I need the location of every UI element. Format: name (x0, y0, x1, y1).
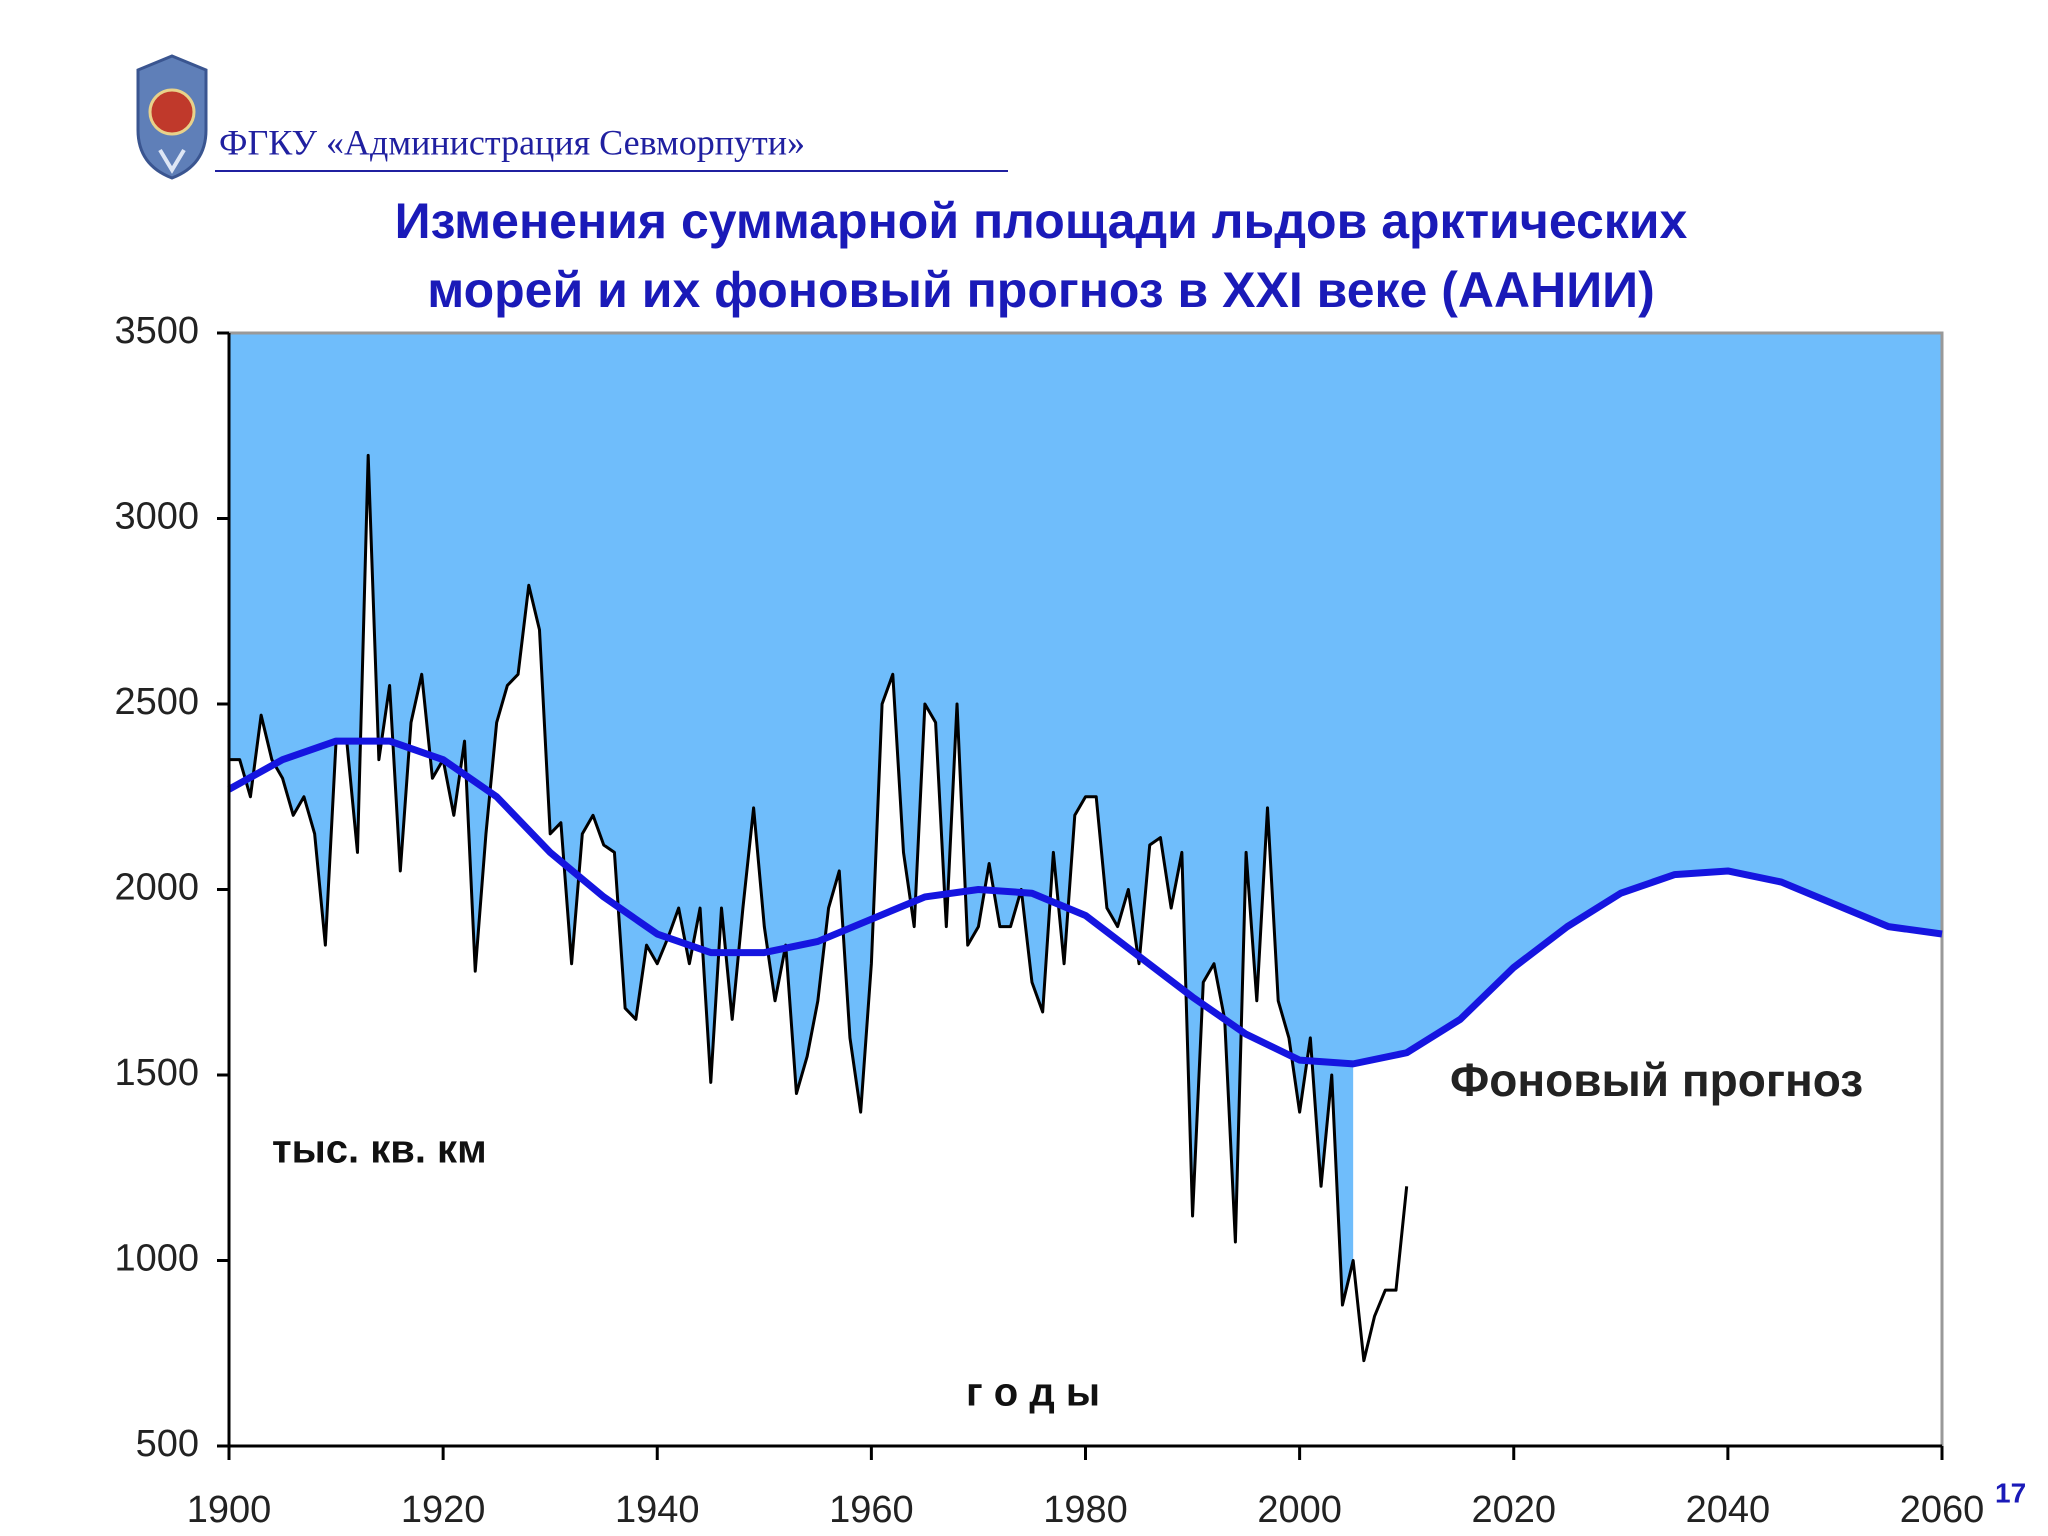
x-tick-label: 1920 (401, 1489, 486, 1531)
plot: 500 1000 1500 2000 2500 3000 3500 1900 1920 1940 1… (114, 310, 1984, 1531)
x-tick-label: 1980 (1043, 1489, 1128, 1531)
y-tick-label: 2000 (114, 867, 199, 909)
y-tick-label: 500 (136, 1423, 199, 1465)
forecast-line (227, 737, 1943, 1068)
chart-title: морей и их фоновый прогноз в XXI веке (А… (427, 262, 1655, 318)
x-tick-label: 1940 (615, 1489, 700, 1531)
observed-line (229, 453, 1409, 1363)
x-tick-label: 1960 (829, 1489, 914, 1531)
x-tick-label: 2000 (1257, 1489, 1342, 1531)
x-tick-label: 2060 (1900, 1489, 1985, 1531)
y-tick-label: 1500 (114, 1052, 199, 1094)
chart-title: Изменения суммарной площади льдов арктич… (395, 193, 1688, 249)
x-tick-label: 2020 (1471, 1489, 1556, 1531)
y-tick-label: 3500 (114, 310, 199, 352)
logo (136, 54, 208, 180)
y-tick-label: 1000 (114, 1238, 199, 1280)
y-tick-label: 2500 (114, 681, 199, 723)
x-tick-label: 2040 (1686, 1489, 1771, 1531)
ice-fill (229, 333, 1942, 1306)
forecast-annotation: Фоновый прогноз (1450, 1054, 1863, 1106)
page-number: 17 (1995, 1477, 2026, 1508)
x-tick-label: 1900 (187, 1489, 272, 1531)
y-tick-label: 3000 (114, 496, 199, 538)
header: ФГКУ «Администрация Севморпути» (219, 122, 805, 162)
y-axis-label: тыс. кв. км (272, 1128, 487, 1172)
x-axis-label: г о д ы (966, 1371, 1100, 1415)
